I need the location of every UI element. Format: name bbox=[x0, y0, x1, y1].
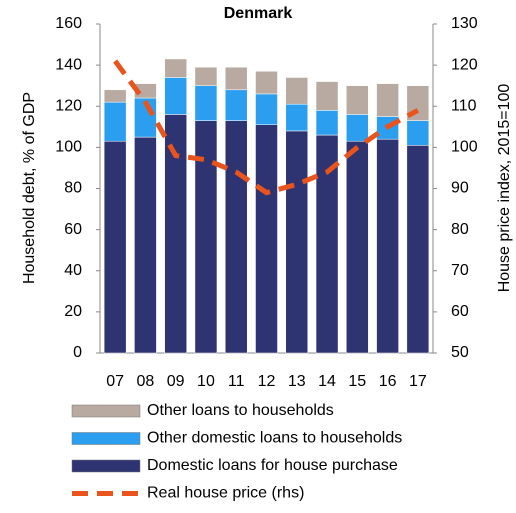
bar bbox=[164, 114, 187, 354]
y-tick-label: 80 bbox=[64, 180, 82, 197]
x-tick-label: 09 bbox=[167, 373, 185, 390]
line bbox=[113, 59, 420, 196]
bar bbox=[134, 136, 157, 354]
bar bbox=[285, 77, 309, 105]
bar bbox=[255, 71, 278, 95]
bar bbox=[194, 85, 218, 121]
x-tick-label: 15 bbox=[348, 373, 366, 390]
legend-swatch bbox=[71, 432, 141, 445]
x-tick-label: 07 bbox=[106, 373, 124, 390]
bar bbox=[346, 85, 369, 115]
y-tick-label: 140 bbox=[55, 56, 82, 73]
bar bbox=[376, 83, 399, 117]
bar bbox=[285, 103, 309, 132]
legend-label: Other loans to households bbox=[147, 402, 334, 419]
y-tick-label: 0 bbox=[73, 344, 82, 361]
bar bbox=[164, 58, 187, 78]
bar bbox=[224, 89, 248, 121]
chart-title: Denmark bbox=[224, 5, 293, 22]
bar bbox=[194, 120, 218, 354]
x-tick-label: 14 bbox=[318, 373, 336, 390]
legend-label: Other domestic loans to households bbox=[147, 430, 402, 447]
x-tick-label: 16 bbox=[379, 373, 397, 390]
y-axis-title: Household debt, % of GDP bbox=[21, 92, 38, 284]
legend-label: Domestic loans for house purchase bbox=[147, 457, 398, 474]
bar bbox=[224, 66, 248, 91]
y-tick-label: 40 bbox=[64, 262, 82, 279]
bar bbox=[376, 138, 399, 354]
y-tick-label: 120 bbox=[55, 97, 82, 114]
bar bbox=[103, 101, 127, 142]
y-tick-label: 160 bbox=[55, 15, 82, 32]
x-tick-label: 12 bbox=[258, 373, 276, 390]
y2-tick-label: 110 bbox=[451, 97, 477, 114]
y2-tick-label: 60 bbox=[451, 303, 469, 320]
y2-tick-label: 90 bbox=[451, 180, 469, 197]
bar bbox=[164, 77, 187, 115]
x-tick-label: 11 bbox=[228, 373, 245, 390]
bar bbox=[346, 114, 369, 142]
legend-label: Real house price (rhs) bbox=[147, 485, 304, 502]
bar bbox=[346, 140, 369, 354]
bar bbox=[194, 66, 218, 86]
y2-tick-label: 50 bbox=[451, 344, 469, 361]
bar bbox=[315, 110, 339, 136]
x-tick-label: 08 bbox=[137, 373, 155, 390]
bar bbox=[224, 120, 248, 354]
x-tick-label: 13 bbox=[288, 373, 306, 390]
bar bbox=[285, 130, 309, 354]
bar bbox=[255, 124, 278, 354]
y2-tick-label: 130 bbox=[451, 15, 478, 32]
y2-tick-label: 70 bbox=[451, 262, 469, 279]
bar bbox=[255, 93, 278, 126]
bar bbox=[406, 145, 430, 354]
y-tick-label: 60 bbox=[64, 221, 82, 238]
y2-tick-label: 100 bbox=[451, 139, 478, 156]
y-tick-label: 20 bbox=[64, 303, 82, 320]
y2-tick-label: 120 bbox=[451, 56, 478, 73]
bar bbox=[406, 120, 430, 146]
x-tick-label: 17 bbox=[409, 373, 427, 390]
x-tick-label: 10 bbox=[197, 373, 215, 390]
bar bbox=[315, 81, 339, 111]
bar bbox=[103, 140, 127, 354]
y2-tick-label: 80 bbox=[451, 221, 469, 238]
bar bbox=[103, 89, 127, 103]
legend-swatch bbox=[71, 404, 141, 418]
y-tick-label: 100 bbox=[55, 139, 82, 156]
legend-swatch bbox=[71, 459, 141, 473]
y2-axis-title: House price index, 2015=100 bbox=[496, 84, 513, 293]
